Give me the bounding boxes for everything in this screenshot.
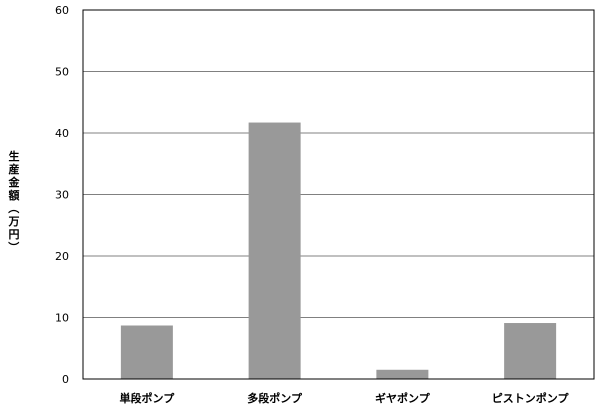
y-tick-label: 50 xyxy=(55,66,69,79)
x-category-labels: 単段ポンプ 多段ポンプ ギヤポンプ ピストンポンプ xyxy=(120,391,570,405)
y-tick-label: 0 xyxy=(62,373,69,386)
y-axis-title-char: 生 xyxy=(9,149,20,163)
y-tick-label: 40 xyxy=(55,127,69,140)
bars xyxy=(120,122,557,380)
y-axis-title-char: 万 xyxy=(8,215,20,228)
x-tick-label: 多段ポンプ xyxy=(247,391,303,405)
y-tick-labels: 0 10 20 30 40 50 60 xyxy=(55,4,69,386)
y-axis-title-char: 円 xyxy=(9,228,20,241)
y-tick-label: 10 xyxy=(55,312,69,325)
bar-3 xyxy=(376,369,429,379)
y-tick-label: 20 xyxy=(55,250,69,263)
y-axis-title-char: （ xyxy=(7,203,20,214)
x-tick-label: 単段ポンプ xyxy=(120,391,176,405)
y-axis-title-char: 額 xyxy=(8,188,20,202)
x-tick-label: ピストンポンプ xyxy=(492,391,570,405)
bar-4 xyxy=(504,323,557,379)
y-tick-label: 60 xyxy=(55,4,69,17)
axes xyxy=(82,9,595,380)
y-tick-label: 30 xyxy=(55,189,69,202)
plot-frame xyxy=(82,9,595,380)
y-axis-title-char: 金 xyxy=(8,175,21,189)
y-axis-title-char: ） xyxy=(7,242,20,253)
y-axis-title-char: 産 xyxy=(9,162,20,176)
x-tick-label: ギヤポンプ xyxy=(375,391,431,405)
gridlines xyxy=(83,9,594,318)
bar-1 xyxy=(120,325,173,379)
bar-2 xyxy=(248,122,301,380)
